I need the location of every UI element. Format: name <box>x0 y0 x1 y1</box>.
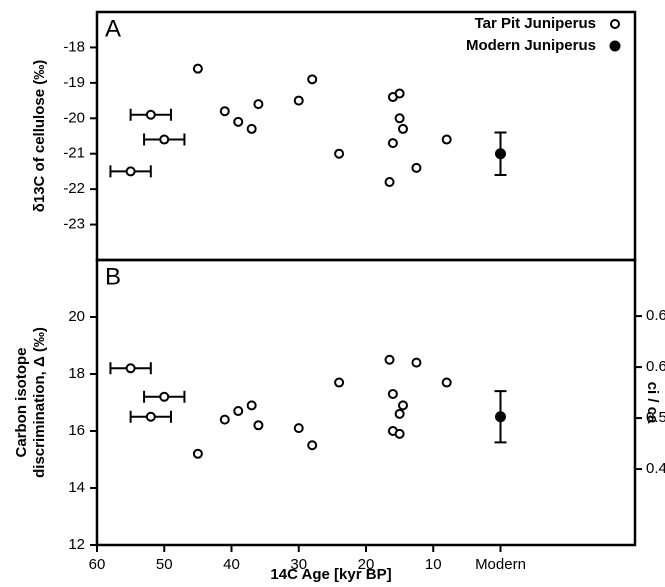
panel-label: A <box>105 15 121 42</box>
point <box>233 406 244 417</box>
y-tick-label: 18 <box>68 365 85 382</box>
point <box>441 377 452 388</box>
y-label: discrimination, Δ (‰) <box>31 327 48 478</box>
point <box>307 440 318 451</box>
y-tick-label: -19 <box>63 74 85 91</box>
y2-tick-label: 0.42 <box>646 460 665 477</box>
legend-label: Tar Pit Juniperus <box>475 15 596 32</box>
x-label: 14C Age [kyr BP] <box>270 566 391 583</box>
point <box>394 408 405 419</box>
point <box>233 116 244 127</box>
y-tick-label: 16 <box>68 422 85 439</box>
x-tick-label: 10 <box>425 556 442 573</box>
y2-tick-label: 0.69 <box>646 307 665 324</box>
y2-tick-label: 0.51 <box>646 409 665 426</box>
point <box>307 74 318 85</box>
y2-label: ci / ca <box>644 382 661 424</box>
legend-marker <box>610 19 620 29</box>
point <box>145 109 156 120</box>
x-tick-label: 40 <box>223 556 240 573</box>
point <box>159 134 170 145</box>
y-label: δ13C of cellulose (‰) <box>31 60 48 212</box>
point <box>125 166 136 177</box>
y-tick-label: -18 <box>63 38 85 55</box>
y-tick-label: 12 <box>68 536 85 553</box>
point <box>387 138 398 149</box>
y-tick-label: -23 <box>63 216 85 233</box>
x-tick-label: 50 <box>156 556 173 573</box>
point <box>219 106 230 117</box>
point <box>192 448 203 459</box>
point <box>397 400 408 411</box>
point <box>384 354 395 365</box>
point <box>495 148 506 160</box>
point <box>192 63 203 74</box>
point <box>145 411 156 422</box>
point <box>125 363 136 374</box>
y-tick-label: -22 <box>63 180 85 197</box>
point <box>394 428 405 439</box>
point <box>394 88 405 99</box>
point <box>334 377 345 388</box>
y-label: Carbon isotope <box>13 347 30 457</box>
point <box>253 99 264 110</box>
y-tick-label: -21 <box>63 145 85 162</box>
point <box>411 357 422 368</box>
point <box>387 388 398 399</box>
point <box>246 400 257 411</box>
y-tick-label: 14 <box>68 479 85 496</box>
legend-label: Modern Juniperus <box>466 37 596 54</box>
point <box>159 391 170 402</box>
point <box>384 177 395 188</box>
y-tick-label: 20 <box>68 308 85 325</box>
plot-frame <box>95 258 637 547</box>
x-tick-label: 60 <box>89 556 106 573</box>
point <box>334 148 345 159</box>
point <box>411 162 422 173</box>
y2-tick-label: 0.60 <box>646 358 665 375</box>
legend-marker <box>609 40 621 52</box>
point <box>293 95 304 106</box>
point <box>246 123 257 134</box>
x-tick-label: 30 <box>290 556 307 573</box>
point <box>219 414 230 425</box>
point <box>441 134 452 145</box>
point <box>397 123 408 134</box>
panel-label: B <box>105 263 121 290</box>
x-tick-label: Modern <box>475 556 526 573</box>
point <box>394 113 405 124</box>
y-tick-label: -20 <box>63 109 85 126</box>
point <box>495 411 506 423</box>
point <box>253 420 264 431</box>
point <box>293 423 304 434</box>
x-tick-label: 20 <box>358 556 375 573</box>
